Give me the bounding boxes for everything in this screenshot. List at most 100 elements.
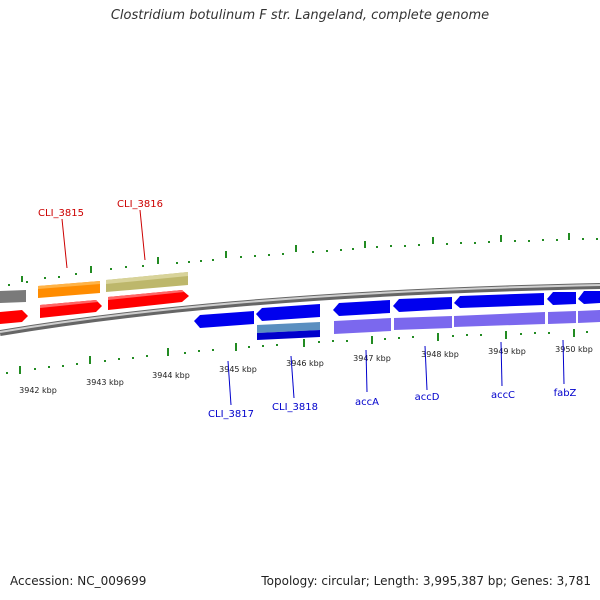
cds-highlight: [108, 290, 184, 300]
tick-dot: [240, 256, 242, 258]
gene-label-cli-3817[interactable]: CLI_3817: [208, 409, 254, 420]
inner-tick-ring: [6, 329, 588, 374]
tick-dot: [212, 259, 214, 261]
tick-dot: [118, 358, 120, 360]
tick-dot: [556, 239, 558, 241]
cds-feature[interactable]: [194, 311, 254, 328]
tick-dot: [520, 333, 522, 335]
tick-label: 3943 kbp: [86, 378, 124, 387]
gene-feature[interactable]: [0, 290, 26, 303]
tick-dot: [542, 239, 544, 241]
label-leader-line: [61, 218, 68, 269]
tick-dot: [198, 350, 200, 352]
tick-dot: [76, 363, 78, 365]
tick-dot: [26, 281, 28, 283]
tick-dot: [404, 245, 406, 247]
gene-label-cli-3815[interactable]: CLI_3815: [38, 208, 84, 219]
tick-dot: [460, 242, 462, 244]
tick-dot: [332, 340, 334, 342]
tick-dot: [480, 334, 482, 336]
tick-dot: [582, 238, 584, 240]
tick-dot: [446, 243, 448, 245]
tick-dot: [200, 260, 202, 262]
gene-label-acca[interactable]: accA: [355, 397, 379, 408]
gene-label-fabz[interactable]: fabZ: [554, 388, 577, 399]
tick-label: 3942 kbp: [19, 386, 57, 395]
tick-dot: [58, 276, 60, 278]
gene-label-cli-3816[interactable]: CLI_3816: [117, 199, 163, 210]
cds-feature[interactable]: [256, 304, 320, 321]
cds-feature[interactable]: [393, 297, 452, 312]
tick-dot: [48, 366, 50, 368]
tick-dot: [184, 352, 186, 354]
label-leader-line: [290, 355, 295, 399]
tick-dot: [318, 341, 320, 343]
tick-dot: [254, 255, 256, 257]
genome-summary-text: Topology: circular; Length: 3,995,387 bp…: [261, 574, 591, 588]
cds-feature[interactable]: [0, 310, 28, 324]
gene-label-accd[interactable]: accD: [415, 392, 440, 403]
tick-dot: [125, 266, 127, 268]
cds-feature[interactable]: [578, 291, 600, 304]
tick-label: 3950 kbp: [555, 345, 593, 354]
page-title: Clostridium botulinum F str. Langeland, …: [110, 8, 490, 23]
tick-label: 3949 kbp: [488, 347, 526, 356]
tick-dot: [44, 277, 46, 279]
tick-dot: [390, 245, 392, 247]
tick-label: 3947 kbp: [353, 354, 391, 363]
reverse-gene-labels: CLI_3817 CLI_3818 accA accD accC fabZ: [208, 339, 577, 420]
cds-feature[interactable]: [108, 290, 189, 310]
tick-dot: [212, 349, 214, 351]
gene-label-cli-3818[interactable]: CLI_3818: [272, 402, 318, 413]
cds-feature[interactable]: [547, 292, 576, 305]
tick-dot: [276, 344, 278, 346]
tick-dot: [418, 244, 420, 246]
cds-feature[interactable]: [454, 293, 544, 308]
label-leader-line: [139, 209, 146, 261]
genome-backbone: [0, 283, 600, 336]
tick-dot: [312, 251, 314, 253]
gene-highlight: [106, 272, 188, 284]
cds-feature[interactable]: [333, 300, 390, 316]
tick-dot: [6, 372, 8, 374]
tick-dot: [8, 284, 10, 286]
gene-label-accc[interactable]: accC: [491, 390, 515, 401]
tick-dot: [104, 360, 106, 362]
tick-dot: [514, 240, 516, 242]
reverse-strand-features: [194, 291, 600, 340]
tick-dot: [188, 261, 190, 263]
tick-label: 3948 kbp: [421, 350, 459, 359]
tick-dot: [398, 337, 400, 339]
tick-dot: [75, 273, 77, 275]
tick-dot: [488, 241, 490, 243]
tick-dot: [474, 242, 476, 244]
tick-dot: [596, 238, 598, 240]
tick-dot: [466, 334, 468, 336]
tick-label: 3945 kbp: [219, 365, 257, 374]
tick-dot: [346, 340, 348, 342]
label-leader-line: [424, 345, 428, 391]
tick-dot: [548, 332, 550, 334]
label-leader-line: [562, 339, 565, 385]
tick-dot: [326, 250, 328, 252]
gene-feature[interactable]: [334, 318, 391, 334]
tick-dot: [62, 365, 64, 367]
gene-highlight: [38, 281, 100, 289]
gene-feature[interactable]: [394, 316, 452, 330]
tick-dot: [176, 262, 178, 264]
tick-dot: [282, 253, 284, 255]
tick-label: 3944 kbp: [152, 371, 190, 380]
tick-dot: [586, 331, 588, 333]
gene-feature[interactable]: [257, 330, 320, 340]
tick-dot: [352, 248, 354, 250]
label-leader-line: [500, 341, 503, 387]
gene-feature[interactable]: [578, 310, 600, 323]
outer-tick-ring: [8, 233, 598, 286]
gene-feature[interactable]: [454, 312, 545, 327]
tick-dot: [528, 240, 530, 242]
tick-dot: [132, 357, 134, 359]
gene-feature[interactable]: [548, 311, 576, 324]
tick-dot: [384, 338, 386, 340]
gene-feature[interactable]: [257, 322, 320, 333]
